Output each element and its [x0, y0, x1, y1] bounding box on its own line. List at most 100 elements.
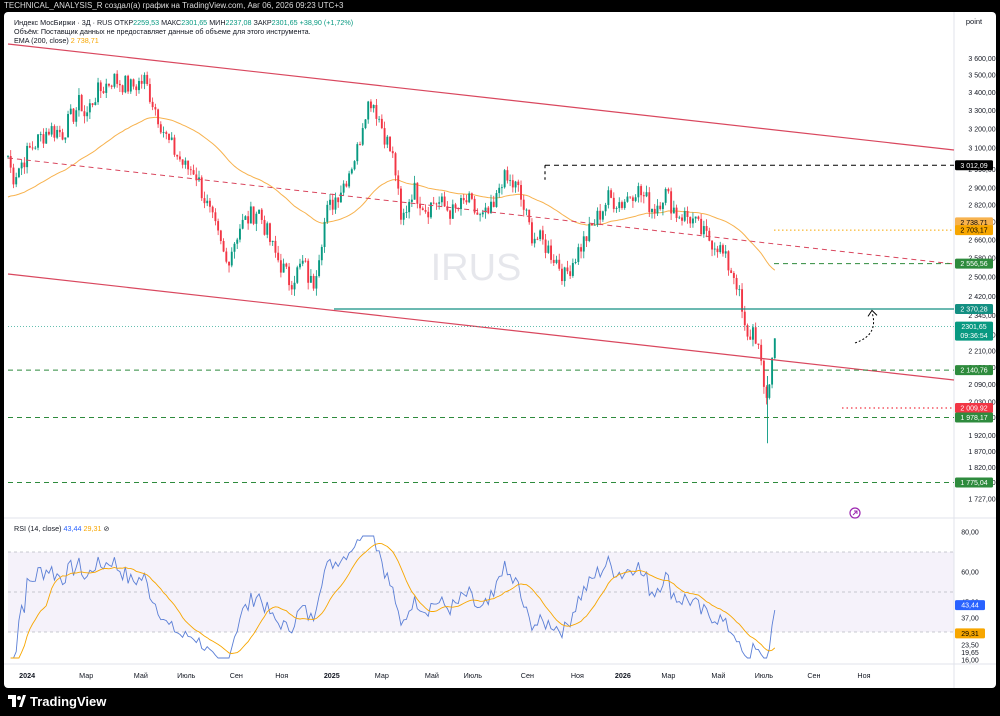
candle-body [430, 202, 432, 218]
candle [514, 180, 517, 193]
candle-body [574, 261, 577, 264]
candle [607, 186, 610, 209]
candle-body [173, 137, 176, 155]
ema-label: EMA (200, close) [14, 36, 69, 45]
candle [238, 224, 241, 243]
time-tick-label: Мар [661, 671, 675, 680]
candle [269, 222, 271, 246]
candle-body [694, 216, 697, 219]
candle-body [260, 209, 263, 220]
candle [749, 329, 752, 340]
candle [20, 159, 23, 176]
rsi-settings-icon[interactable]: ⊘ [103, 524, 110, 533]
candle-body [552, 259, 555, 263]
candle-body [601, 211, 604, 220]
candle-body [222, 241, 225, 252]
candle-body [350, 169, 353, 174]
candle [162, 126, 165, 138]
candle-body [118, 83, 121, 86]
candle [323, 217, 326, 253]
rsi-ma-badge-bg [955, 628, 985, 639]
candle [184, 157, 187, 169]
candle-body [15, 177, 18, 185]
candle [435, 202, 438, 210]
candle [102, 86, 105, 94]
candle [288, 263, 291, 291]
candle [716, 245, 719, 258]
price-axis-label-bg [955, 225, 993, 236]
candle [732, 271, 735, 285]
candle [705, 219, 708, 238]
candle-body [479, 214, 482, 216]
candle [94, 97, 97, 106]
candle-body [208, 200, 211, 207]
candle [279, 253, 282, 278]
candle [244, 215, 247, 221]
candle-body [503, 170, 506, 188]
candle [339, 185, 342, 203]
candle-body [127, 75, 130, 92]
candle-body [664, 188, 667, 203]
candle [536, 236, 539, 241]
symbol-legend: Индекс МосБиржи · 3Д · RUS ОТКР2259,53 М… [14, 18, 353, 27]
candle [165, 130, 168, 140]
candle [252, 206, 255, 226]
candle-body [449, 210, 452, 219]
candle-body [642, 195, 645, 197]
candle [15, 172, 18, 188]
candle-body [37, 134, 39, 148]
candle [577, 243, 580, 265]
candle-body [697, 216, 700, 219]
candle [683, 207, 686, 223]
rsi-legend[interactable]: RSI (14, close) 43,44 29,31 ⊘ [14, 524, 110, 533]
price-chart[interactable]: IRUS 3 600,00 3 500,00 3 400,00 3 300,00 3 2… [4, 12, 996, 688]
candle-body [339, 192, 342, 203]
candle-body [749, 336, 752, 340]
candle-body [675, 207, 678, 219]
time-tick-label: 2025 [324, 671, 340, 680]
candle-body [746, 325, 749, 337]
candle-body [394, 153, 397, 176]
candle-body [266, 223, 269, 235]
candle-body [162, 132, 165, 133]
candle-body [17, 168, 20, 178]
price-axis-label-bg [955, 217, 993, 228]
candle [176, 154, 179, 160]
candle [108, 83, 110, 88]
candle-body [296, 267, 299, 283]
price-tick-label: 2 990,00 [968, 167, 995, 174]
price-tick-label: 2 660,00 [968, 237, 995, 244]
candle [9, 150, 12, 173]
indicator-settings-icon[interactable] [849, 507, 861, 519]
low-label: МИН [209, 18, 226, 27]
price-scale-mode[interactable]: point [966, 17, 983, 26]
candle-body [476, 212, 479, 215]
candle [689, 216, 692, 228]
candle [299, 258, 301, 270]
candle-body [83, 111, 86, 117]
candle [708, 227, 711, 242]
candle-body [157, 109, 160, 125]
candle [17, 167, 20, 179]
price-axis-label: 3 012,09 [955, 160, 993, 171]
candle-body [656, 205, 659, 214]
candle-body [230, 251, 233, 266]
candle-body [752, 327, 754, 340]
candle-body [768, 384, 771, 398]
candle-body [500, 187, 503, 189]
candle-body [318, 260, 321, 277]
candle-body [214, 212, 217, 222]
candle [170, 132, 173, 141]
projection-arrow[interactable] [854, 312, 875, 344]
candle-body [187, 160, 190, 170]
ema-legend[interactable]: EMA (200, close) 2 738,71 [14, 36, 99, 45]
candle-body [454, 204, 457, 209]
ema-value: 2 738,71 [70, 36, 99, 45]
candle-body [558, 259, 561, 269]
candle [637, 182, 640, 203]
candle [258, 209, 261, 214]
candle-body [604, 204, 607, 212]
candle-body [410, 199, 413, 202]
candle [135, 84, 138, 96]
candle [552, 254, 555, 266]
